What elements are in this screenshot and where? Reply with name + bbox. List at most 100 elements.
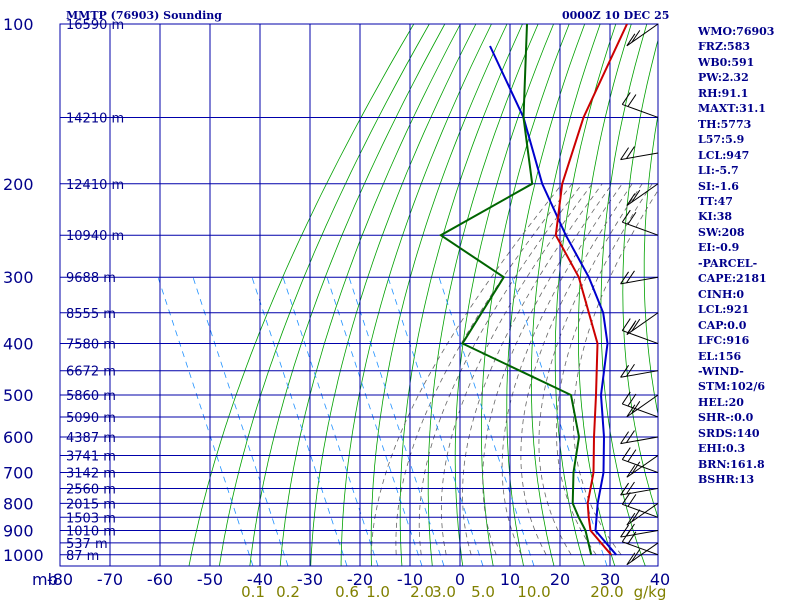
pressure-tick-label: 300 [3,268,34,287]
height-label: 5090 m [66,411,116,426]
pressure-tick-label: 1000 [3,546,44,565]
mixing-ratio-tick-label: 5.0 [471,583,495,600]
pressure-tick-label: 800 [3,494,34,513]
chart-title: MMTP (76903) Sounding [66,9,222,22]
sounding-index: -PARCEL- [698,256,758,270]
height-label: 12410 m [66,178,124,193]
height-label: 9688 m [66,271,116,286]
sounding-index: EL:156 [698,349,742,363]
sounding-index: WMO:76903 [698,25,775,38]
height-label: 8555 m [66,307,116,322]
mixing-ratio-tick-label: 10.0 [517,583,550,600]
sounding-index: STM:102/6 [698,380,765,394]
pressure-tick-label: 600 [3,428,34,447]
pressure-tick-label: 900 [3,521,34,540]
wind-barb [621,92,659,118]
sounding-index: -WIND- [698,364,744,378]
dry-adiabat-line [427,24,539,566]
sounding-index: EI:-0.9 [698,241,740,255]
sounding-index: TT:47 [698,194,733,208]
temperature-tick-label: -20 [347,570,373,589]
wind-barb [621,492,659,518]
height-label: 537 m [66,537,108,552]
pressure-tick-label: 400 [3,335,34,354]
wind-barb [621,529,659,556]
height-label: 2015 m [66,497,116,512]
sounding-index: EHI:0.3 [698,442,746,456]
chart-time-label: 0000Z 10 DEC 25 [562,9,670,22]
sounding-index: KI:38 [698,210,733,224]
mixing-ratio-tick-label: 0.2 [276,583,300,600]
dry-adiabat-line [219,24,430,566]
temperature-tick-label: 30 [600,570,620,589]
sounding-indices: WMO:76903 FRZ:583 WB0:591 PW:2.32 RH:91.1 MAX… [698,24,774,488]
dry-adiabat-line [531,24,601,566]
pressure-tick-label: 500 [3,386,34,405]
temperature-tick-label: 10 [500,570,520,589]
wind-barb [620,363,659,378]
sounding-index: TH:5773 [698,117,752,131]
moist-adiabat-line [538,183,643,556]
sounding-index: LI:-5.7 [698,164,739,178]
moist-adiabat-line [520,183,633,555]
dry-adiabat-line [310,24,477,566]
dry-adiabat-line [643,112,658,417]
mixing-ratio-line [438,277,535,566]
series-dewpoint [438,24,593,556]
wind-barb [621,318,659,345]
sounding-index: BSHR:13 [698,473,755,487]
sounding-index: SRDS:140 [698,426,760,440]
sounding-index: SI:-1.6 [698,179,739,193]
mixing-ratio-line [282,277,379,566]
dry-adiabat-line [481,24,570,566]
wind-barbs [620,23,659,566]
mixing-ratio-tick-label: 1.0 [366,583,390,600]
wind-barb [626,394,659,418]
sounding-index: CINH:0 [698,287,745,301]
dry-adiabat-line [578,24,632,566]
dry-adiabat-line [506,24,586,566]
height-label: 87 m [66,549,99,564]
sounding-index: WB0:591 [698,55,755,69]
mixing-ratio-line [326,277,423,566]
sounding-index: L57:5.9 [698,133,745,147]
wind-barb [620,270,659,285]
sounding-index: RH:91.1 [698,86,749,100]
wind-barb [626,23,659,47]
pressure-tick-label: 100 [3,15,34,34]
series-temperature [554,24,628,556]
wind-barb [621,209,659,236]
sounding-index: CAP:0.0 [698,318,747,332]
dry-adiabat-line [279,24,461,566]
dry-adiabat-line [340,24,492,566]
temperature-tick-label: 40 [650,570,670,589]
height-label: 1503 m [66,511,116,526]
mixing-ratio-line [387,277,484,566]
pressure-unit-label: mb [32,570,58,589]
height-label: 5860 m [66,389,116,404]
temperature-tick-label: -60 [147,570,173,589]
sounding-index: FRZ:583 [698,40,751,54]
dry-adiabat-line [370,24,508,566]
wind-barb [621,447,659,474]
sounding-index: PW:2.32 [698,71,749,85]
mixing-ratio-line [251,277,348,566]
dry-adiabat-line [622,38,658,519]
sounding-index: MAXT:31.1 [698,102,766,116]
sounding-index: BRN:161.8 [698,457,765,471]
wind-barb [626,183,659,206]
temperature-tick-label: -50 [197,570,223,589]
mixing-ratio-lines [157,277,608,566]
wind-barb [620,430,659,445]
dry-adiabat-line [249,24,446,566]
sounding-index: LCL:947 [698,148,750,162]
temperature-tick-label: 0 [455,570,465,589]
dry-adiabat-line [188,24,415,566]
mixing-ratio-tick-label: 0.6 [335,583,359,600]
mixing-ratio-tick-label: 0.1 [241,583,265,600]
dry-adiabat-line [554,24,617,566]
series-parcel [489,45,617,556]
wind-barb [626,542,659,566]
